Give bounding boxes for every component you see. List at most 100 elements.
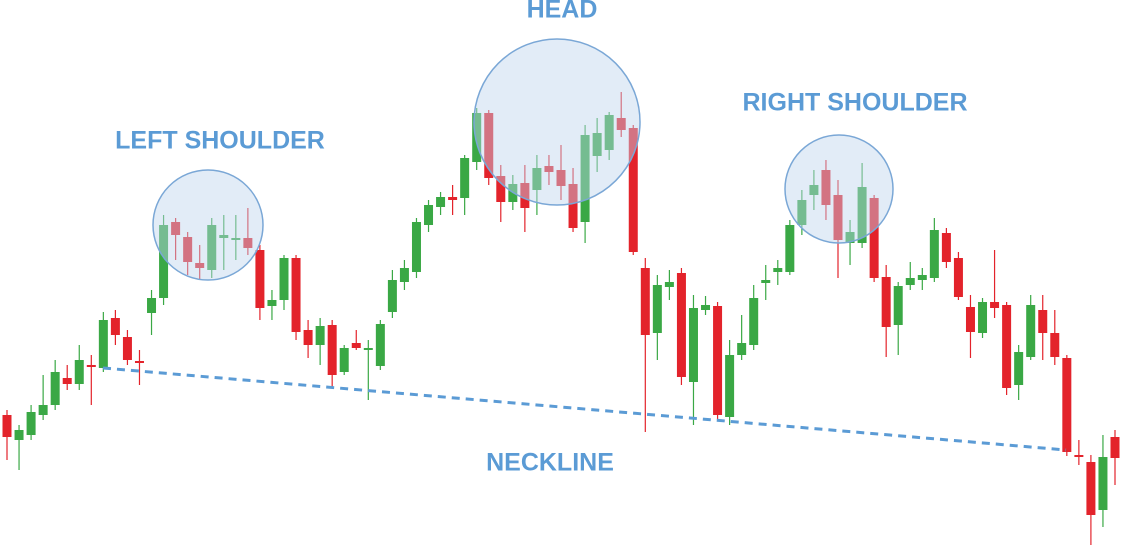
candle-body [941, 233, 951, 262]
candle-body [737, 343, 747, 355]
right-shoulder-circle [784, 134, 894, 244]
candle-body [351, 343, 361, 348]
neckline-label: NECKLINE [486, 449, 614, 477]
candle-body [74, 360, 84, 384]
candle-body [14, 430, 24, 440]
candle-body [652, 285, 662, 333]
candle-body [809, 185, 819, 195]
candle-body [231, 238, 241, 240]
candle-body [267, 300, 277, 306]
candle-body [375, 324, 385, 366]
candle-body [580, 135, 590, 222]
candle-body [339, 348, 349, 372]
candle-body [207, 225, 217, 270]
candle-body [592, 133, 602, 156]
candle-body [749, 298, 759, 345]
candle-body [1038, 310, 1048, 333]
candle-body [195, 263, 205, 268]
candle-body [315, 326, 325, 345]
candle-body [110, 318, 120, 335]
candle-body [484, 113, 494, 178]
candle-body [159, 225, 169, 298]
candle-body [460, 158, 470, 198]
candle-body [701, 305, 711, 310]
candle-body [544, 166, 554, 172]
candle-body [327, 325, 337, 375]
candle-body [86, 365, 96, 367]
candle-body [2, 415, 12, 437]
candle-body [833, 195, 843, 240]
candle-body [821, 170, 831, 205]
candle-body [1086, 462, 1096, 515]
right-shoulder-label: RIGHT SHOULDER [743, 89, 968, 117]
candle-body [881, 277, 891, 327]
candle-body [472, 113, 482, 162]
candle-body [568, 184, 578, 228]
candle-body [725, 355, 735, 417]
candle-body [604, 115, 614, 150]
candle-body [917, 275, 927, 280]
candle-body [628, 128, 638, 252]
candle-body [1014, 352, 1024, 385]
left-shoulder-circle [152, 169, 264, 281]
left-shoulder-label: LEFT SHOULDER [115, 127, 325, 155]
candle-body [761, 280, 771, 283]
candle-body [532, 168, 542, 190]
candle-body [1050, 333, 1060, 357]
candle-body [1098, 457, 1108, 510]
candle-body [616, 118, 626, 130]
candle-body [424, 205, 434, 225]
candle-body [688, 308, 698, 382]
neckline [102, 366, 1067, 452]
candle-body [98, 320, 108, 368]
candle-body [50, 372, 60, 405]
candle-body [291, 258, 301, 332]
candle-body [122, 337, 132, 360]
candle-body [448, 197, 458, 200]
candle-body [785, 225, 795, 272]
candle-body [773, 268, 783, 272]
candle-body [1110, 437, 1120, 458]
candle-body [436, 197, 446, 207]
candle-body [134, 361, 144, 363]
candle-body [990, 302, 1000, 308]
candle-body [556, 170, 566, 186]
candle-body [869, 198, 879, 278]
candle-body [953, 258, 963, 297]
candle-body [845, 232, 855, 243]
candle-body [1026, 305, 1036, 357]
candle-body [38, 405, 48, 415]
candle-body [171, 222, 181, 235]
candle-body [255, 250, 265, 308]
candle-body [219, 235, 229, 238]
candle-body [965, 307, 975, 332]
candle-body [1062, 358, 1072, 452]
candle-body [676, 273, 686, 377]
candle-body [929, 230, 939, 278]
head-circle [473, 38, 641, 206]
candle-body [1074, 455, 1084, 457]
candle-body [411, 222, 421, 272]
candle-body [640, 268, 650, 335]
candle-body [857, 187, 867, 243]
candle-body [26, 412, 36, 435]
candle-body [797, 200, 807, 225]
head-label: HEAD [527, 0, 598, 24]
candle-body [62, 378, 72, 384]
candle-body [183, 237, 193, 262]
candle-body [520, 183, 530, 208]
candle-body [978, 302, 988, 333]
candle-body [664, 282, 674, 287]
candle-body [147, 298, 157, 313]
candle-body [303, 330, 313, 345]
candle-body [243, 238, 253, 248]
candle-body [399, 268, 409, 282]
candle-body [496, 176, 506, 202]
candles [2, 92, 1120, 545]
candle-body [387, 280, 397, 312]
candle-body [1002, 305, 1012, 388]
candle-body [363, 348, 373, 350]
candle-body [713, 306, 723, 415]
candle-body [279, 258, 289, 300]
